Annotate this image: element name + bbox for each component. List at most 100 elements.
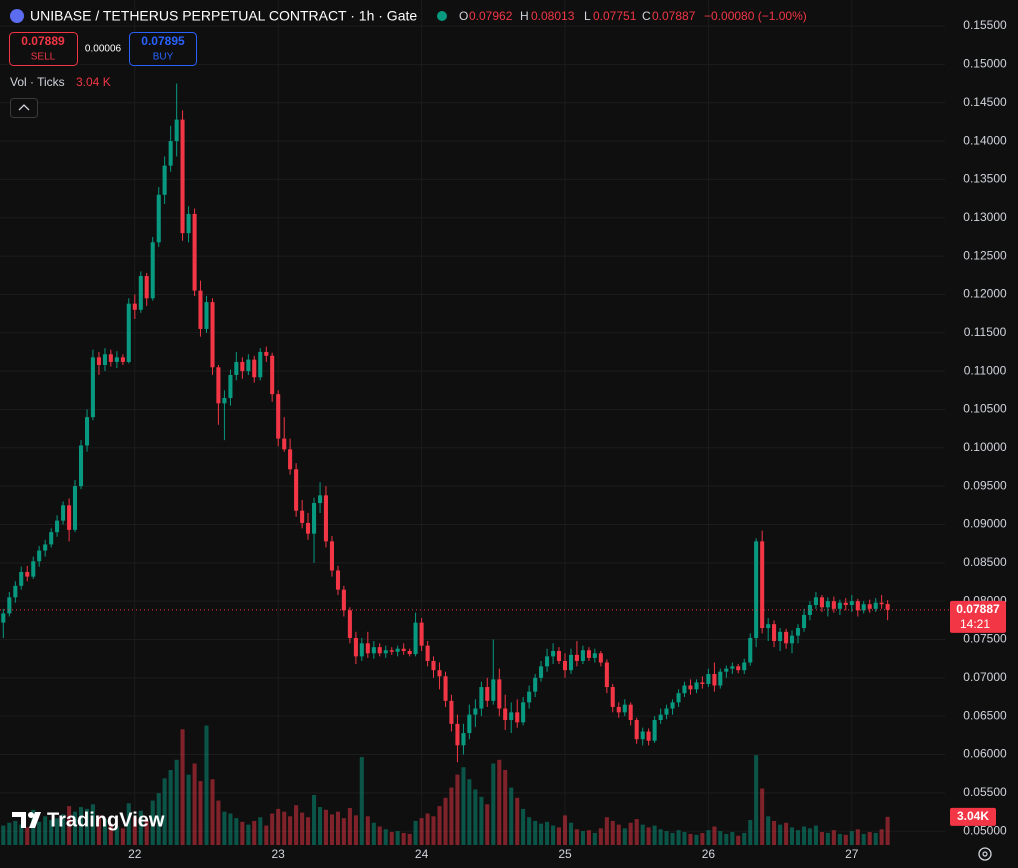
volume-bar <box>795 830 801 845</box>
candle-body <box>748 637 753 663</box>
candle-body <box>676 693 681 703</box>
candle-body <box>867 604 872 609</box>
settings-icon[interactable] <box>978 847 992 861</box>
volume-label-box <box>950 807 996 826</box>
candle-body <box>401 648 406 652</box>
candle-body <box>85 417 90 446</box>
volume-bar <box>25 827 30 845</box>
volume-bar <box>37 821 42 845</box>
volume-bar <box>78 807 84 845</box>
volume-bar <box>353 815 358 845</box>
candle-body <box>180 119 185 234</box>
volume-bar <box>497 759 502 845</box>
candle-body <box>19 572 24 586</box>
candle-body <box>598 653 603 663</box>
buy-label[interactable]: BUY <box>153 52 174 63</box>
volume-bar <box>592 832 597 845</box>
volume-bar <box>825 832 830 845</box>
candle-body <box>712 674 717 686</box>
volume-bar <box>849 831 854 845</box>
candle-body <box>622 704 627 713</box>
volume-bar <box>724 833 729 845</box>
open-label: O <box>459 9 468 23</box>
volume-bar <box>19 824 24 845</box>
candle-body <box>628 704 633 721</box>
volume-bar <box>7 822 12 845</box>
volume-bar <box>359 757 364 845</box>
volume-bar <box>276 808 281 845</box>
candle-body <box>335 570 341 590</box>
candle-body <box>861 604 866 611</box>
volume-bar <box>55 818 60 845</box>
volume-bar <box>365 816 370 845</box>
volume-bar <box>126 803 131 845</box>
volume-bar <box>628 822 633 845</box>
y-tick-label: 0.06000 <box>963 747 1007 761</box>
candles <box>1 83 890 763</box>
volume-bar <box>455 774 460 845</box>
y-tick-label: 0.14000 <box>963 133 1007 147</box>
volume-bar <box>407 833 412 845</box>
volume-bar <box>264 825 269 845</box>
candle-body <box>120 357 125 362</box>
chart-title: UNIBASE / TETHERUS PERPETUAL CONTRACT · … <box>30 8 417 24</box>
sell-label[interactable]: SELL <box>31 52 56 63</box>
volume-bar <box>670 832 675 845</box>
candle-body <box>778 631 783 642</box>
candle-body <box>413 622 418 655</box>
volume-bar <box>300 812 305 845</box>
volume-bar <box>802 826 807 845</box>
collapse-icon[interactable] <box>18 104 30 111</box>
volume-bar <box>556 827 562 845</box>
volume-bar <box>485 804 490 845</box>
candle-body <box>831 601 836 609</box>
volume-bar <box>323 809 328 845</box>
volume-bar <box>85 808 90 845</box>
candle-body <box>270 355 275 395</box>
sell-button[interactable] <box>9 32 78 66</box>
volume-bar <box>192 763 197 845</box>
candle-body <box>706 674 711 684</box>
candle-body <box>78 445 84 487</box>
candle-body <box>425 645 430 661</box>
candle-body <box>132 303 137 310</box>
volume-bar <box>174 759 179 845</box>
candle-body <box>174 119 179 142</box>
logo-dot <box>28 812 34 818</box>
buy-button[interactable] <box>129 32 197 66</box>
volume-bar <box>873 832 878 845</box>
volume-bar <box>515 797 520 845</box>
volume-bar <box>437 806 442 845</box>
candle-body <box>646 731 651 741</box>
x-tick-label: 27 <box>845 847 859 861</box>
settings-button[interactable] <box>978 847 992 861</box>
open-value: 0.07962 <box>469 9 513 23</box>
volume-bar <box>305 817 311 845</box>
buy-price[interactable]: 0.07895 <box>141 34 185 48</box>
candle-body <box>144 276 149 299</box>
y-tick-label: 0.15500 <box>963 18 1007 32</box>
logo-text: TradingView <box>47 809 165 831</box>
candle-body <box>312 503 317 534</box>
candle-body <box>192 213 197 291</box>
last-price-label: 0.07887 <box>956 602 1000 616</box>
high-value: 0.08013 <box>531 9 575 23</box>
volume-bar <box>270 813 275 845</box>
sell-price[interactable]: 0.07889 <box>21 34 65 48</box>
candle-body <box>359 643 364 657</box>
volume-bar <box>395 831 400 845</box>
candle-body <box>604 662 609 688</box>
y-tick-label: 0.13500 <box>963 172 1007 186</box>
volume-axis-label: 3.04K <box>957 809 989 823</box>
volume-bar <box>329 814 335 845</box>
countdown-label: 14:21 <box>960 617 990 631</box>
candle-body <box>228 374 233 398</box>
candle-body <box>377 647 382 654</box>
volume-bar <box>312 795 317 845</box>
volume-bar <box>551 825 556 845</box>
collapse-button[interactable] <box>10 98 38 118</box>
settings-icon[interactable] <box>982 851 988 857</box>
candle-body <box>138 276 143 310</box>
candle-body <box>353 637 358 657</box>
